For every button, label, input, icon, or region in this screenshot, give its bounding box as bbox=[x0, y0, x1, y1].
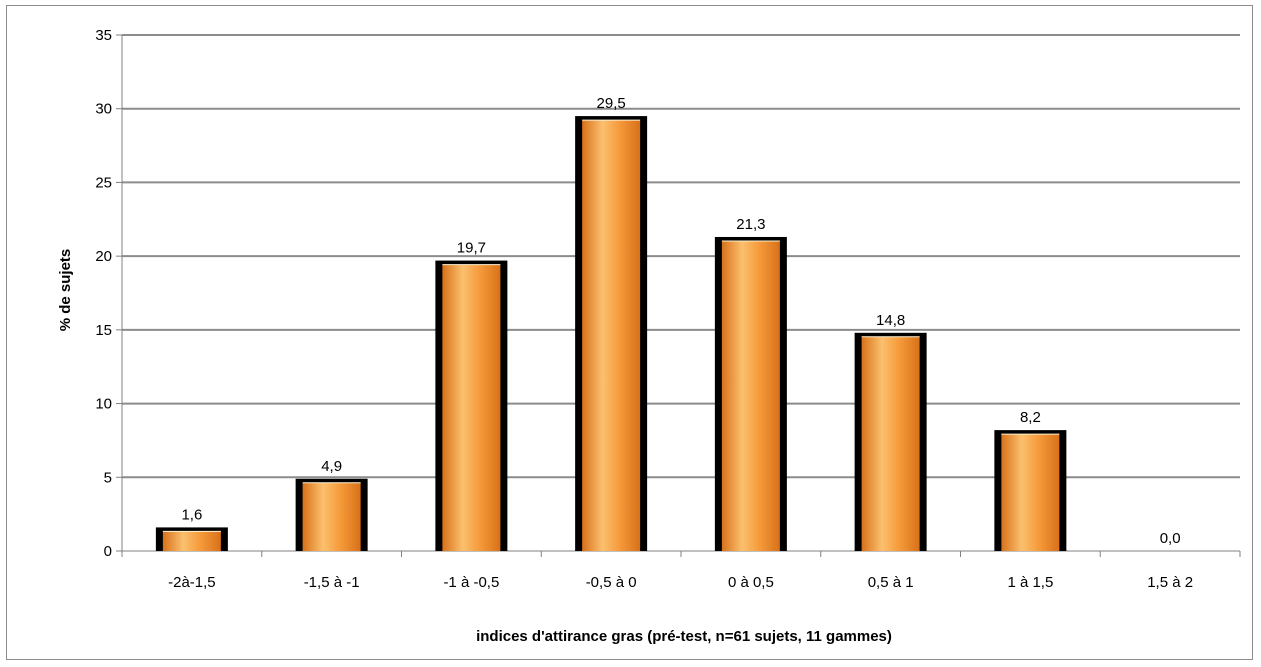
data-labels: -2à-1,5 1,6 -1,5 à -1 4,9 -1 à -0,5 19,7 -0,5 … bbox=[168, 95, 1193, 591]
data-label: 1,6 bbox=[181, 506, 202, 523]
y-tick-label: 5 bbox=[104, 469, 112, 486]
data-label: 29,5 bbox=[597, 95, 626, 112]
x-tick-label: 1,5 à 2 bbox=[1147, 574, 1193, 591]
y-tick-label: 20 bbox=[95, 248, 112, 265]
x-tick-label: -2à-1,5 bbox=[168, 574, 216, 591]
y-axis-title: % de sujets bbox=[57, 249, 74, 332]
bar bbox=[442, 264, 501, 551]
y-tick-label: 10 bbox=[95, 396, 112, 413]
y-tick-label: 30 bbox=[95, 101, 112, 118]
axes: 0 5 10 15 20 25 30 35 bbox=[95, 27, 1241, 560]
x-tick-label: -1,5 à -1 bbox=[304, 574, 360, 591]
data-label: 0,0 bbox=[1160, 530, 1181, 547]
data-label: 4,9 bbox=[321, 458, 342, 475]
y-tick-label: 25 bbox=[95, 174, 112, 191]
x-tick-label: 1 à 1,5 bbox=[1007, 574, 1053, 591]
bar bbox=[721, 240, 780, 551]
x-axis-title: indices d'attirance gras (pré-test, n=61… bbox=[476, 628, 892, 645]
bars bbox=[155, 116, 1067, 551]
data-label: 8,2 bbox=[1020, 409, 1041, 426]
y-tick-label: 35 bbox=[95, 27, 112, 44]
data-label: 19,7 bbox=[457, 240, 486, 257]
x-tick-label: 0,5 à 1 bbox=[868, 574, 914, 591]
bar bbox=[1001, 434, 1060, 551]
x-tick-label: 0 à 0,5 bbox=[728, 574, 774, 591]
y-tick-label: 15 bbox=[95, 322, 112, 339]
bar bbox=[582, 120, 641, 551]
x-tick-label: -0,5 à 0 bbox=[586, 574, 637, 591]
data-label: 21,3 bbox=[736, 216, 765, 233]
x-tick-label: -1 à -0,5 bbox=[443, 574, 499, 591]
bar bbox=[162, 531, 221, 551]
bar bbox=[302, 482, 361, 551]
bar bbox=[861, 336, 920, 551]
data-label: 14,8 bbox=[876, 312, 905, 329]
gridlines bbox=[122, 34, 1240, 479]
y-tick-label: 0 bbox=[104, 543, 112, 560]
